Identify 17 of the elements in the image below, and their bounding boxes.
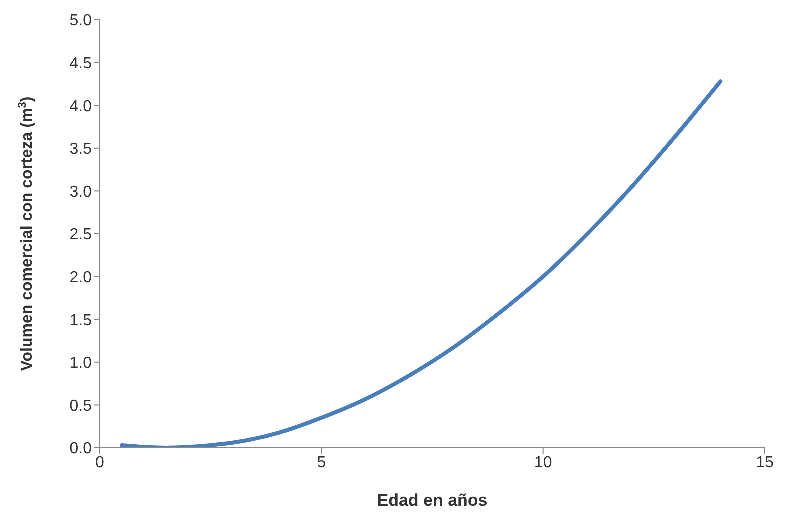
x-axis-title: Edad en años: [377, 491, 488, 510]
y-tick-label: 3.0: [70, 184, 92, 201]
x-tick-label: 10: [534, 454, 552, 472]
y-tick-label: 0.5: [70, 398, 92, 415]
x-tick-label: 15: [756, 454, 774, 472]
y-tick-label: 1.0: [70, 355, 92, 372]
x-tick-label: 5: [317, 454, 326, 472]
y-tick-label: 2.0: [70, 269, 92, 286]
y-tick-label: 5.0: [70, 12, 92, 30]
y-tick-label: 2.5: [70, 226, 92, 244]
y-tick-label: 0.0: [70, 440, 92, 458]
y-tick-label: 1.5: [70, 312, 92, 330]
y-tick-label: 4.0: [70, 98, 92, 116]
line-series: [120, 80, 723, 448]
y-tick-label: 4.5: [70, 55, 92, 72]
y-tick-label: 3.5: [70, 141, 92, 158]
x-tick-label: 0: [96, 454, 105, 472]
